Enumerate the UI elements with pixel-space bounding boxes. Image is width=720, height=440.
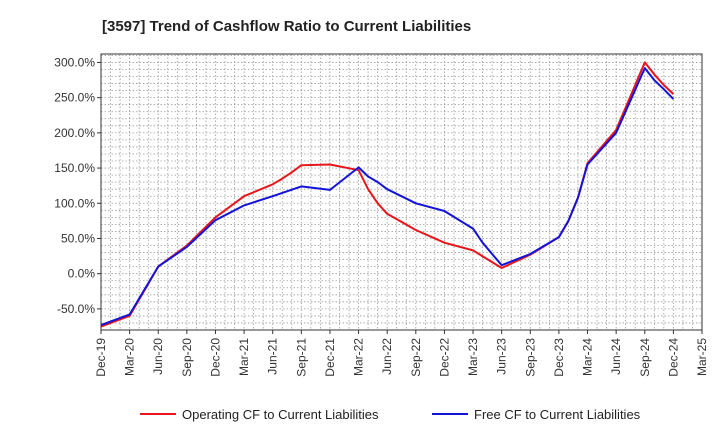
x-tick-label: Jun-22 (380, 338, 394, 375)
x-tick-label: Mar-25 (695, 338, 709, 376)
x-tick-label: Jun-21 (266, 338, 280, 375)
x-tick-label: Sep-23 (523, 338, 537, 377)
x-tick-label: Sep-21 (294, 338, 308, 377)
x-tick-label: Dec-20 (208, 338, 222, 377)
chart-title: [3597] Trend of Cashflow Ratio to Curren… (102, 18, 471, 35)
legend-label-operating-cf: Operating CF to Current Liabilities (182, 407, 379, 422)
x-tick-label: Dec-21 (323, 338, 337, 377)
legend-label-free-cf: Free CF to Current Liabilities (474, 407, 641, 422)
y-tick-label: 300.0% (54, 55, 95, 69)
y-tick-label: 100.0% (54, 196, 95, 210)
x-tick-label: Sep-22 (409, 338, 423, 377)
x-tick-label: Jun-20 (151, 338, 165, 375)
series-lines (100, 61, 675, 328)
x-tick-label: Mar-23 (466, 338, 480, 376)
series-line-free-cf (100, 67, 675, 327)
x-tick-label: Sep-20 (180, 338, 194, 377)
x-tick-label: Jun-23 (495, 338, 509, 375)
x-tick-label: Mar-24 (581, 338, 595, 376)
y-tick-label: 250.0% (54, 91, 95, 105)
y-tick-label: 0.0% (68, 267, 96, 281)
series-line-operating-cf (100, 61, 675, 328)
y-tick-label: 150.0% (54, 161, 95, 175)
y-tick-label: -50.0% (57, 302, 95, 316)
y-tick-label: 50.0% (61, 231, 95, 245)
y-tick-label: 200.0% (54, 126, 95, 140)
x-tick-label: Mar-21 (237, 338, 251, 376)
x-tick-label: Dec-24 (666, 338, 680, 377)
x-tick-label: Dec-23 (552, 338, 566, 377)
x-tick-label: Dec-19 (94, 338, 108, 377)
legend: Operating CF to Current Liabilities Free… (140, 407, 641, 422)
grid-lines (100, 54, 703, 331)
x-tick-label: Sep-24 (638, 338, 652, 377)
y-axis: -50.0% 0.0% 50.0% 100.0% 150.0% 200.0% 250.0% 3… (54, 55, 101, 316)
x-tick-label: Dec-22 (437, 338, 451, 377)
x-axis: Dec-19 Mar-20 Jun-20 Sep-20 Dec-20 Mar-21 Jun-… (94, 330, 709, 377)
plot-area (100, 53, 703, 331)
x-tick-label: Mar-22 (352, 338, 366, 376)
x-tick-label: Mar-20 (123, 338, 137, 376)
x-tick-label: Jun-24 (609, 338, 623, 375)
